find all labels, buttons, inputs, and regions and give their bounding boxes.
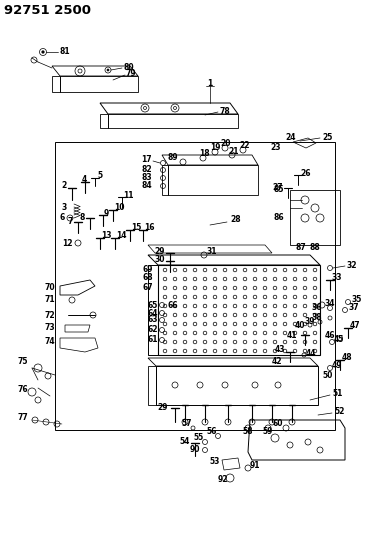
Text: 57: 57 xyxy=(182,419,192,429)
Text: 31: 31 xyxy=(207,247,217,256)
Text: 86: 86 xyxy=(273,214,284,222)
Text: 18: 18 xyxy=(199,149,209,157)
Text: 56: 56 xyxy=(207,427,217,437)
Text: 21: 21 xyxy=(229,147,239,156)
Text: 69: 69 xyxy=(142,265,153,274)
Text: 65: 65 xyxy=(147,301,158,310)
Text: 19: 19 xyxy=(210,143,220,152)
Text: 11: 11 xyxy=(123,190,134,199)
Text: 75: 75 xyxy=(18,358,28,367)
Text: 15: 15 xyxy=(131,223,141,232)
Text: 22: 22 xyxy=(240,141,250,150)
Text: 36: 36 xyxy=(311,303,322,312)
Text: 91: 91 xyxy=(250,462,260,471)
Text: 3: 3 xyxy=(62,203,67,212)
Text: 46: 46 xyxy=(324,332,335,341)
Text: 55: 55 xyxy=(194,433,204,442)
Text: 82: 82 xyxy=(141,166,152,174)
Text: 35: 35 xyxy=(352,295,362,304)
Text: 43: 43 xyxy=(275,345,285,354)
Text: 84: 84 xyxy=(141,182,152,190)
Text: 38: 38 xyxy=(311,313,322,322)
Text: 14: 14 xyxy=(116,231,126,240)
Text: 20: 20 xyxy=(221,140,231,149)
Text: 9: 9 xyxy=(104,208,109,217)
Text: 85: 85 xyxy=(273,185,284,195)
Text: 67: 67 xyxy=(142,282,153,292)
Text: 60: 60 xyxy=(273,419,283,429)
Circle shape xyxy=(42,51,44,53)
Text: 72: 72 xyxy=(45,311,55,319)
Text: 89: 89 xyxy=(167,154,178,163)
Text: 6: 6 xyxy=(60,214,65,222)
Text: 33: 33 xyxy=(332,273,343,282)
Text: 70: 70 xyxy=(45,282,55,292)
Text: 62: 62 xyxy=(147,326,158,335)
Text: 74: 74 xyxy=(45,337,55,346)
Text: 54: 54 xyxy=(180,437,190,446)
Text: 13: 13 xyxy=(101,231,111,240)
Text: 76: 76 xyxy=(17,385,28,394)
Text: 83: 83 xyxy=(141,174,152,182)
Text: 66: 66 xyxy=(168,301,179,310)
Text: 59: 59 xyxy=(263,427,273,437)
Text: 80: 80 xyxy=(123,62,134,71)
Text: 39: 39 xyxy=(305,318,315,327)
Text: 61: 61 xyxy=(147,335,158,344)
Circle shape xyxy=(107,69,109,71)
Text: 8: 8 xyxy=(79,214,85,222)
Text: 5: 5 xyxy=(97,172,102,181)
Text: 10: 10 xyxy=(114,204,124,213)
Text: 92: 92 xyxy=(217,475,228,484)
Text: 64: 64 xyxy=(147,309,158,318)
Text: 2: 2 xyxy=(62,182,67,190)
Text: 81: 81 xyxy=(59,47,70,56)
Text: 29: 29 xyxy=(154,246,165,255)
Text: 27: 27 xyxy=(272,182,283,191)
Text: 23: 23 xyxy=(270,143,280,152)
Text: 32: 32 xyxy=(347,261,358,270)
Text: 44: 44 xyxy=(306,349,316,358)
Text: 12: 12 xyxy=(63,238,73,247)
Text: 92751 2500: 92751 2500 xyxy=(4,4,91,18)
Text: 88: 88 xyxy=(310,244,321,253)
Text: 25: 25 xyxy=(322,133,333,141)
Text: 17: 17 xyxy=(141,156,152,165)
Text: 41: 41 xyxy=(286,330,297,340)
Text: 78: 78 xyxy=(219,107,230,116)
Text: 28: 28 xyxy=(230,215,241,224)
Text: 16: 16 xyxy=(144,223,154,232)
Text: 37: 37 xyxy=(349,303,360,312)
Text: 40: 40 xyxy=(295,320,305,329)
Text: 45: 45 xyxy=(334,335,344,344)
Text: 52: 52 xyxy=(334,408,344,416)
Text: 7: 7 xyxy=(68,217,73,227)
Text: 34: 34 xyxy=(325,298,336,308)
Text: 1: 1 xyxy=(207,78,213,87)
Text: 73: 73 xyxy=(45,324,55,333)
Text: 42: 42 xyxy=(271,358,282,367)
Text: 53: 53 xyxy=(210,457,220,466)
Text: 58: 58 xyxy=(243,427,253,437)
Text: 90: 90 xyxy=(189,446,200,455)
Text: 29: 29 xyxy=(157,403,168,413)
Text: 68: 68 xyxy=(142,273,153,282)
Text: 87: 87 xyxy=(296,244,307,253)
Text: 77: 77 xyxy=(17,414,28,423)
Text: 49: 49 xyxy=(332,361,343,370)
Text: 26: 26 xyxy=(300,168,311,177)
Text: 24: 24 xyxy=(285,133,296,142)
Bar xyxy=(290,190,340,245)
Text: 71: 71 xyxy=(45,295,55,304)
Text: 48: 48 xyxy=(342,353,353,362)
Text: 30: 30 xyxy=(154,255,165,264)
Text: 63: 63 xyxy=(147,316,158,325)
Text: 47: 47 xyxy=(350,321,361,330)
Text: 51: 51 xyxy=(332,389,343,398)
Text: 50: 50 xyxy=(322,372,333,381)
Text: 4: 4 xyxy=(81,175,87,184)
Text: 79: 79 xyxy=(126,69,137,78)
